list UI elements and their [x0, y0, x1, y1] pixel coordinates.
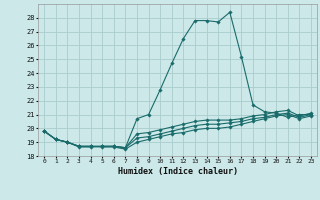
X-axis label: Humidex (Indice chaleur): Humidex (Indice chaleur) [118, 167, 238, 176]
